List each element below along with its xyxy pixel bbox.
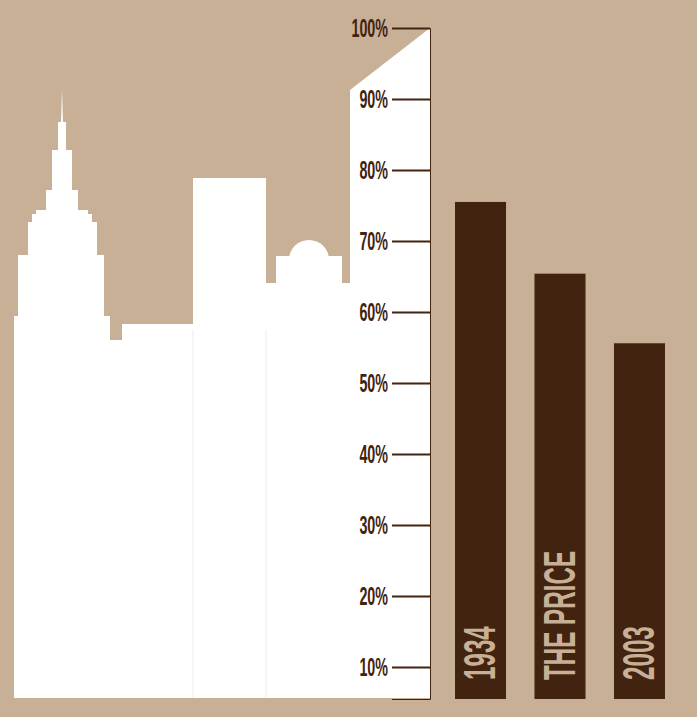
y-tick-line	[392, 667, 430, 669]
bars	[455, 202, 665, 699]
y-tick: 100%	[351, 13, 430, 42]
y-tick-line	[392, 596, 430, 598]
y-tick-line	[392, 312, 430, 314]
y-tick-line	[392, 241, 430, 243]
y-tick-label: 80%	[359, 155, 388, 184]
y-axis: 10% 20% 30% 40% 50% 60% 70% 80% 90% 100%	[351, 13, 430, 699]
skyline	[14, 28, 430, 698]
y-tick: 50%	[359, 368, 430, 397]
y-tick: 40%	[359, 439, 430, 468]
chart: 10% 20% 30% 40% 50% 60% 70% 80% 90% 100% 1934 THE P…	[0, 0, 697, 717]
y-axis-line	[392, 29, 431, 700]
y-tick-line	[392, 170, 430, 172]
bar	[455, 202, 506, 699]
y-tick-line	[392, 28, 430, 30]
y-tick: 30%	[359, 510, 430, 539]
y-tick-line	[392, 454, 430, 456]
y-tick: 20%	[359, 581, 430, 610]
bar	[534, 274, 585, 699]
skyline-shape	[14, 28, 430, 698]
y-tick-label: 50%	[359, 368, 388, 397]
y-tick: 70%	[359, 226, 430, 255]
category-label: 2003	[615, 626, 665, 680]
bar	[614, 343, 665, 699]
skyline-dome	[289, 240, 329, 280]
y-tick-label: 40%	[359, 439, 388, 468]
y-tick-line	[392, 99, 430, 101]
category-labels: 1934 THE PRICE 2003	[456, 551, 665, 680]
y-tick-label: 30%	[359, 510, 388, 539]
skyline-edge	[266, 330, 267, 698]
y-tick-label: 10%	[359, 652, 388, 681]
background	[0, 0, 697, 717]
y-tick: 90%	[359, 84, 430, 113]
category-label: THE PRICE	[535, 551, 585, 680]
category-label: 1934	[456, 626, 506, 680]
y-tick-line	[392, 383, 430, 385]
y-tick-label: 100%	[351, 13, 388, 42]
y-tick-label: 90%	[359, 84, 388, 113]
y-tick-label: 70%	[359, 226, 388, 255]
y-tick: 60%	[359, 297, 430, 326]
y-tick-label: 60%	[359, 297, 388, 326]
y-tick: 80%	[359, 155, 430, 184]
y-tick-label: 20%	[359, 581, 388, 610]
y-tick-line	[392, 525, 430, 527]
skyline-edge	[193, 330, 194, 698]
y-tick: 10%	[359, 652, 430, 681]
